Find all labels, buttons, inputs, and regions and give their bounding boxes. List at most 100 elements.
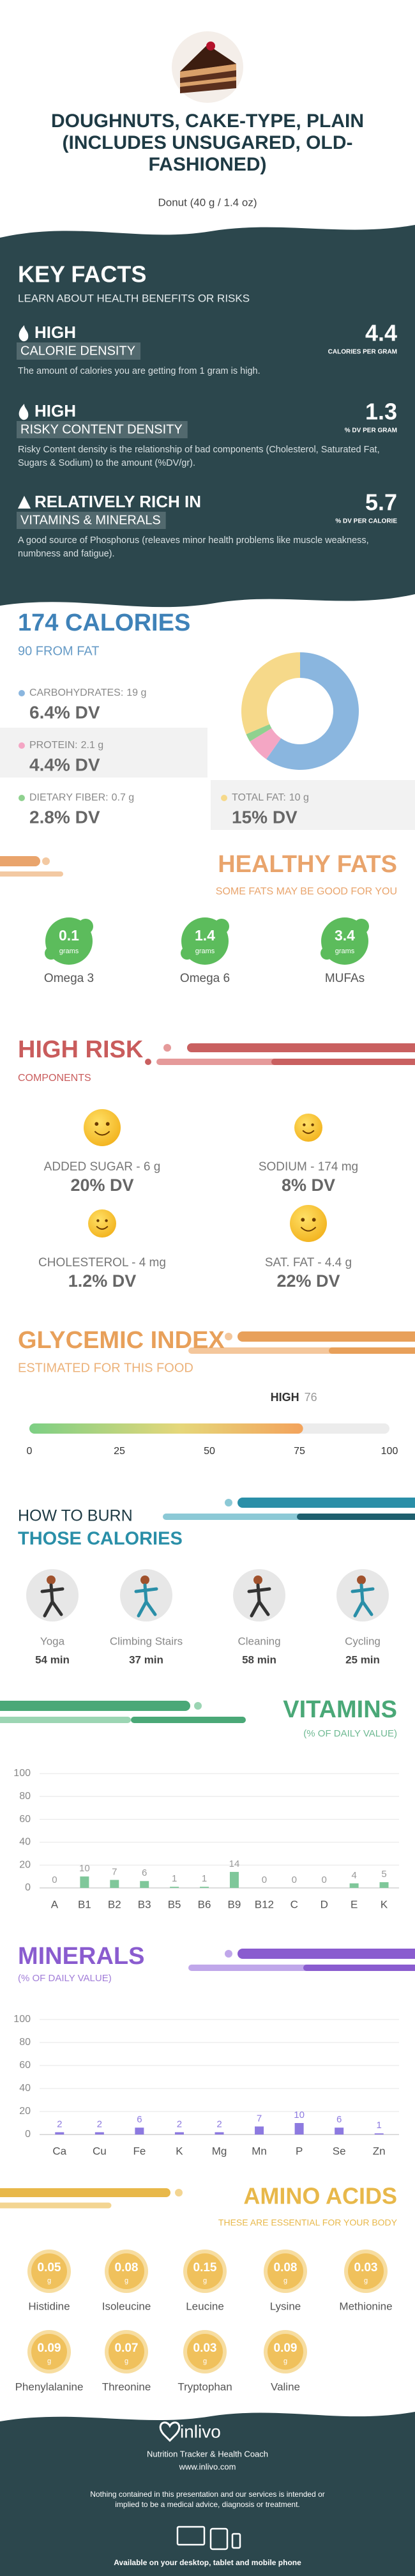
food-title: DOUGHNUTS, CAKE-TYPE, PLAIN (INCLUDES UN… xyxy=(50,111,365,175)
face-icon xyxy=(88,1209,116,1238)
section-title: KEY FACTS xyxy=(18,261,146,288)
legend-amount: 10 g xyxy=(289,792,309,803)
amino-name: Leucine xyxy=(186,2300,224,2312)
value-label: 10 xyxy=(294,2110,305,2120)
x-tick-label: A xyxy=(51,1898,59,1910)
risk-label: SAT. FAT - 4.4 g xyxy=(265,1256,352,1269)
value-label: 2 xyxy=(97,2119,102,2129)
bar xyxy=(140,1881,149,1888)
amino-badge xyxy=(31,2253,67,2289)
fact-level: RELATIVELY RICH IN xyxy=(34,492,201,511)
legend-dot xyxy=(19,795,25,801)
footer-background xyxy=(0,2412,415,2576)
fact-value: 4.4 xyxy=(365,320,397,346)
bar xyxy=(55,2132,64,2135)
fact-value: 5.7 xyxy=(365,489,397,516)
activity-time: 25 min xyxy=(345,1653,380,1666)
y-tick-label: 100 xyxy=(13,2014,31,2025)
pie-slice xyxy=(266,652,359,770)
serving-size: Donut (40 g / 1.4 oz) xyxy=(158,196,257,208)
activity-figure xyxy=(134,1583,158,1618)
flame-icon xyxy=(19,325,29,342)
amino-badge xyxy=(268,2253,303,2289)
amino-unit: g xyxy=(283,2277,287,2285)
risk-dv: 20% DV xyxy=(70,1176,133,1195)
x-tick-label: B6 xyxy=(198,1898,211,1910)
amino-name: Threonine xyxy=(102,2380,151,2393)
activity-time: 58 min xyxy=(242,1653,276,1666)
decoration xyxy=(175,2189,183,2196)
amino-value: 0.08 xyxy=(115,2261,139,2274)
fact-name-background xyxy=(17,421,188,438)
y-tick-label: 0 xyxy=(25,1882,31,1893)
decoration xyxy=(42,857,50,865)
fact-name-background xyxy=(17,512,166,529)
bar xyxy=(255,2126,264,2135)
x-tick-label: Fe xyxy=(133,2145,146,2157)
legend-background xyxy=(211,780,415,830)
gauge-bar xyxy=(29,1423,303,1434)
bar xyxy=(135,2128,144,2135)
amino-value: 0.08 xyxy=(274,2261,298,2274)
amino-value: 0.07 xyxy=(115,2342,139,2355)
legend-amount: 0.7 g xyxy=(112,792,135,803)
bar xyxy=(110,1880,119,1888)
x-tick-label: 75 xyxy=(294,1446,305,1457)
legend-background xyxy=(0,728,207,778)
risk-dv: 8% DV xyxy=(282,1176,335,1195)
section-title: HIGH RISK xyxy=(18,1036,144,1063)
x-tick-label: K xyxy=(176,2145,183,2157)
value-label: 1 xyxy=(202,1873,207,1884)
risk-dv: 22% DV xyxy=(276,1271,340,1291)
legend-amount: 19 g xyxy=(126,687,146,698)
face-eye xyxy=(301,1218,305,1222)
decoration xyxy=(225,1499,232,1506)
face-eye xyxy=(312,1218,316,1222)
legend-label: TOTAL FAT: 10 g xyxy=(232,792,309,803)
y-tick-label: 80 xyxy=(19,2037,31,2048)
amino-badge xyxy=(187,2253,223,2289)
gauge-value: 76 xyxy=(305,1391,317,1404)
amino-unit: g xyxy=(47,2358,51,2365)
amino-badge xyxy=(268,2334,303,2370)
face-eye xyxy=(96,1219,100,1222)
amino-unit: g xyxy=(364,2277,368,2285)
x-tick-label: K xyxy=(381,1898,388,1910)
chart-subtitle: 90 FROM FAT xyxy=(18,644,99,658)
fact-value: 1.3 xyxy=(365,399,397,425)
y-tick-label: 80 xyxy=(19,1791,31,1802)
face-icon xyxy=(290,1205,327,1242)
legend-dv: 4.4% DV xyxy=(29,755,100,774)
y-tick-label: 100 xyxy=(13,1768,31,1779)
legend-label: CARBOHYDRATES: 19 g xyxy=(29,687,146,698)
legend-dv: 15% DV xyxy=(232,807,298,827)
activity-time: 54 min xyxy=(35,1653,70,1666)
x-tick-label: Zn xyxy=(373,2145,386,2157)
value-label: 7 xyxy=(112,1866,117,1877)
value-label: 5 xyxy=(381,1869,386,1880)
amino-badge xyxy=(109,2253,144,2289)
activity-figure xyxy=(40,1583,64,1618)
face-eye xyxy=(105,1122,110,1126)
section-title: HOW TO BURN xyxy=(18,1507,133,1525)
value-label: 14 xyxy=(229,1859,240,1869)
chart-title: 174 CALORIES xyxy=(18,610,190,636)
chart-title: MINERALS xyxy=(18,1943,144,1970)
x-tick-label: Ca xyxy=(52,2145,66,2157)
fat-badge xyxy=(181,917,229,965)
bar xyxy=(349,1883,359,1888)
amino-name: Phenylalanine xyxy=(15,2380,84,2393)
x-tick-label: 25 xyxy=(114,1446,125,1457)
fact-name: RISKY CONTENT DENSITY xyxy=(20,422,183,436)
value-label: 2 xyxy=(177,2119,182,2129)
amino-name: Methionine xyxy=(339,2300,392,2312)
risk-dv: 1.2% DV xyxy=(68,1271,137,1291)
amino-name: Lysine xyxy=(270,2300,301,2312)
x-tick-label: B3 xyxy=(138,1898,151,1910)
amino-name: Valine xyxy=(271,2380,300,2393)
y-tick-label: 40 xyxy=(19,1837,31,1848)
chart-title: GLYCEMIC INDEX xyxy=(18,1327,225,1354)
pie-slice xyxy=(246,724,272,742)
section-title: AMINO ACIDS xyxy=(243,2183,397,2209)
